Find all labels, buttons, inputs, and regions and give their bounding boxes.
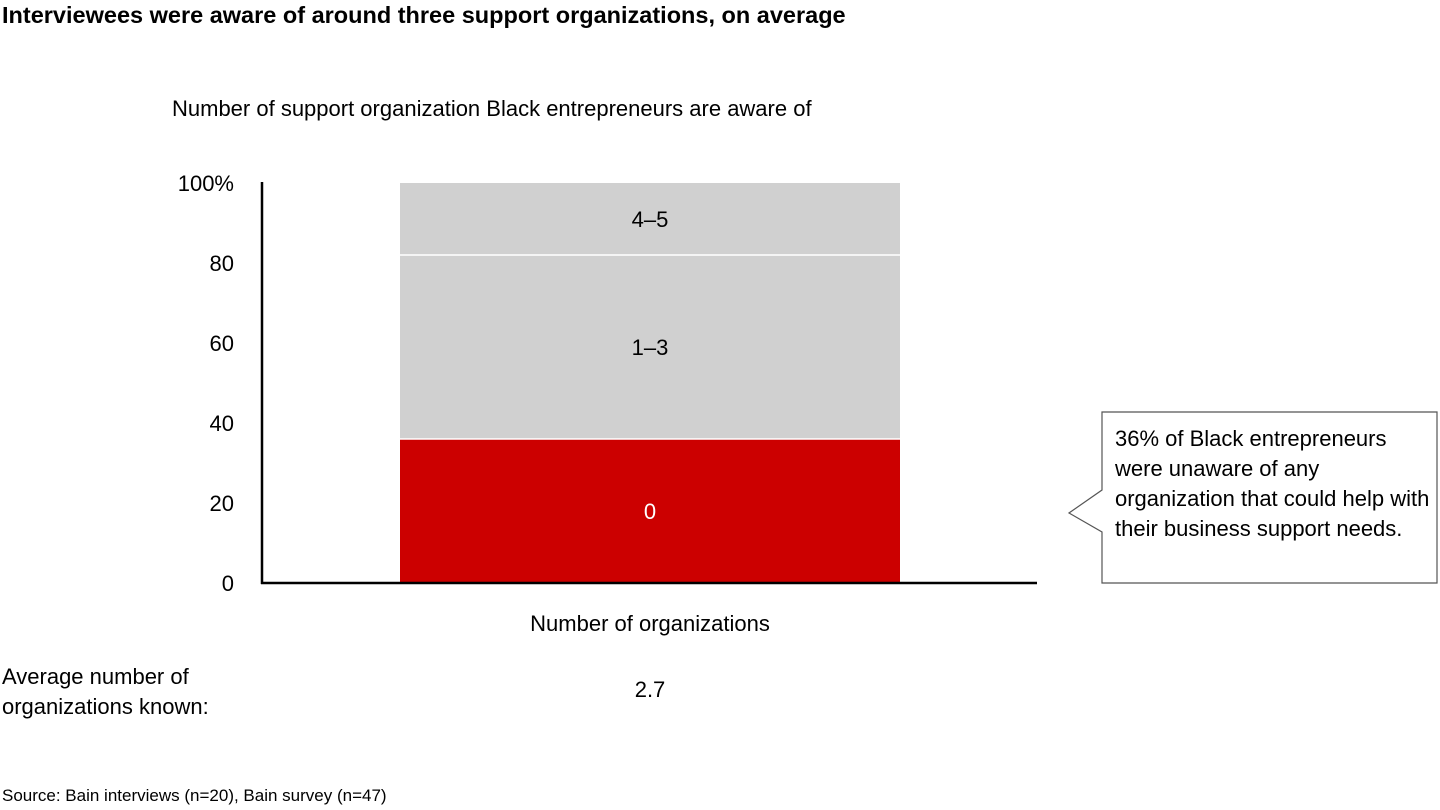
average-label: Average number of organizations known: [2,664,209,719]
segment-labels: 0 1–3 4–5 [632,207,669,524]
bar-segment [400,255,900,439]
x-axis-label: Number of organizations [530,611,770,636]
chart-title: Interviewees were aware of around three … [2,2,846,28]
segment-label: 0 [644,499,656,524]
segment-label: 1–3 [632,335,669,360]
y-tick-label: 80 [210,251,234,276]
y-tick-label: 100% [178,171,234,196]
bar-segments [400,183,900,583]
callout-box [1067,411,1438,584]
segment-label: 4–5 [632,207,669,232]
chart-subtitle: Number of support organization Black ent… [172,96,812,121]
callout-text: 36% of Black entrepreneurs were unaware … [1115,426,1430,541]
bar-segment [400,183,900,255]
y-tick-label: 20 [210,491,234,516]
average-value: 2.7 [634,677,666,702]
source-note: Source: Bain interviews (n=20), Bain sur… [2,786,387,805]
bar-segment [400,439,900,583]
y-axis-ticks: 0 20 40 60 80 100% [178,171,234,596]
y-tick-label: 0 [222,571,234,596]
y-tick-label: 60 [210,331,234,356]
y-tick-label: 40 [210,411,234,436]
